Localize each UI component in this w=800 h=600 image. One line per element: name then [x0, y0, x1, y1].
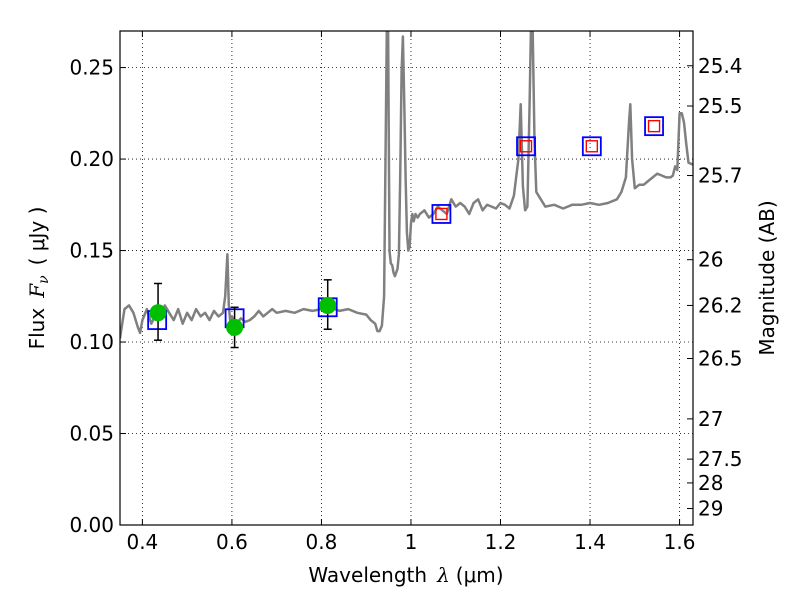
observed-flux-point	[226, 318, 244, 336]
points-layer	[147, 116, 664, 349]
mag-tick-label: 26.2	[698, 293, 743, 317]
mag-tick-label: 25.4	[698, 54, 743, 78]
mag-tick-label: 27.5	[698, 447, 743, 471]
x-tick-label: 1.6	[664, 530, 696, 554]
y-axis-label-symbol: F	[25, 283, 49, 299]
observed-flux-point	[319, 296, 337, 314]
y-axis-label-text: Flux	[25, 308, 49, 350]
mag-tick-label: 28	[698, 471, 723, 495]
x-axis-label-symbol: λ	[436, 563, 450, 587]
observed-flux-point	[149, 304, 167, 322]
x-axis-label-unit: (μm)	[456, 563, 504, 587]
mag-tick-label: 29	[698, 497, 723, 521]
mag-tick-label: 26	[698, 248, 723, 272]
y-axis-label: Flux Fν ( μJy )	[25, 207, 52, 350]
y-tick-label: 0.25	[69, 56, 114, 80]
y-axis-label-unit: ( μJy )	[25, 207, 49, 266]
grid	[120, 31, 693, 526]
x-axis-label-text: Wavelength	[308, 563, 427, 587]
x-tick-label: 0.8	[306, 530, 338, 554]
x-tick-label: 0.4	[126, 530, 158, 554]
observed-flux-marker	[585, 140, 599, 153]
mag-tick-label: 25.5	[698, 94, 743, 118]
model-photometry-square	[644, 116, 664, 137]
observed-flux-marker	[519, 140, 533, 153]
mag-tick-label: 25.7	[698, 164, 743, 188]
y-tick-label: 0.20	[69, 147, 114, 171]
model-photometry-square	[431, 204, 452, 224]
ticks-layer: 0.4 0.6 0.8 1 1.2 1.4 1.6 0.00 0.05 0.10 0.15 0.20 0…	[69, 31, 743, 554]
y-axis-label-subscript: ν	[36, 275, 52, 284]
observed-flux-marker	[435, 207, 448, 221]
model-photometry-square	[516, 136, 536, 157]
observed-flux-marker	[647, 119, 661, 133]
mag-tick-label: 27	[698, 407, 723, 431]
y-tick-label: 0.15	[69, 239, 114, 263]
model-photometry-square	[581, 136, 602, 157]
x-tick-label: 1.4	[574, 530, 606, 554]
y-tick-label: 0.05	[69, 422, 114, 446]
plot-frame	[119, 30, 694, 526]
y-tick-label: 0.10	[69, 330, 114, 354]
x-tick-label: 0.6	[216, 530, 248, 554]
x-axis-label: Wavelength λ (μm)	[308, 563, 503, 587]
spectrum-line	[120, 31, 693, 339]
spectrum-layer	[120, 31, 693, 339]
mag-tick-label: 26.5	[698, 347, 743, 371]
x-tick-label: 1	[405, 530, 418, 554]
y2-axis-label: Magnitude (AB)	[755, 200, 779, 355]
y-tick-label: 0.00	[69, 513, 114, 537]
x-tick-label: 1.2	[485, 530, 517, 554]
